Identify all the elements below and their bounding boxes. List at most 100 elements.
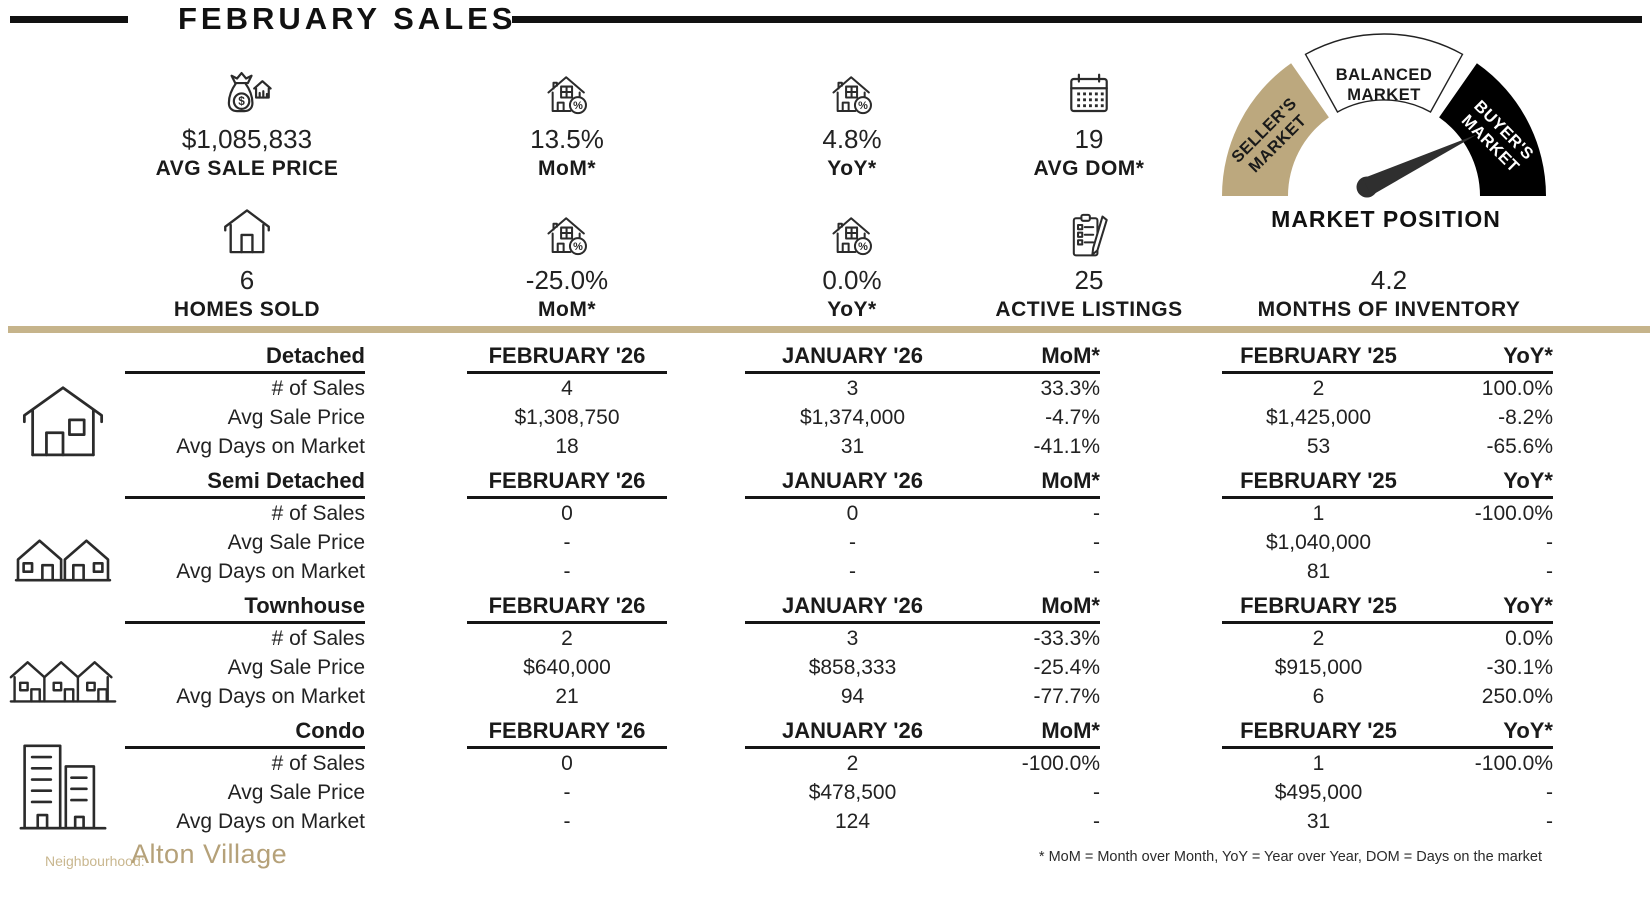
stat-value: -25.0% bbox=[525, 265, 609, 295]
property-type-name: Townhouse bbox=[125, 591, 365, 624]
section-townhouse: Townhouse FEBRUARY '26 JANUARY '26 MoM* … bbox=[0, 591, 1553, 711]
section-detached: Detached FEBRUARY '26 JANUARY '26 MoM* F… bbox=[0, 341, 1553, 461]
table-cell: 18 bbox=[555, 435, 579, 458]
table-cell: 2 bbox=[1312, 627, 1325, 650]
house-percent-icon: % bbox=[825, 62, 879, 122]
buyers-market-segment bbox=[1439, 63, 1546, 196]
table-cell: - bbox=[563, 810, 571, 833]
stat-value: $1,085,833 bbox=[181, 124, 313, 154]
table-cell: -100.0% bbox=[1021, 752, 1100, 775]
table-cell: 0.0% bbox=[1505, 627, 1553, 650]
table-cell: 81 bbox=[1306, 560, 1331, 583]
stat-value: 4.8% bbox=[822, 124, 882, 154]
column-header-feb26: FEBRUARY '26 bbox=[467, 716, 667, 749]
column-header-feb26: FEBRUARY '26 bbox=[467, 591, 667, 624]
market-position-gauge: SELLER'S MARKET BALANCED MARKET BUYER'S … bbox=[1222, 33, 1546, 198]
table-cell: $1,040,000 bbox=[1265, 531, 1372, 554]
row-label: Avg Days on Market bbox=[176, 435, 365, 458]
column-header-yoy: YoY* bbox=[1415, 466, 1553, 499]
stat-value: 25 bbox=[1074, 265, 1104, 295]
stat-label: YoY* bbox=[827, 298, 877, 321]
table-cell: 100.0% bbox=[1481, 377, 1553, 400]
column-header-mom: MoM* bbox=[960, 466, 1100, 499]
semi-detached-house-icon bbox=[0, 466, 125, 586]
table-cell: - bbox=[1093, 531, 1100, 554]
row-label: # of Sales bbox=[271, 502, 365, 525]
table-cell: -100.0% bbox=[1474, 752, 1553, 775]
stat-value: 13.5% bbox=[530, 124, 604, 154]
page-title: FEBRUARY SALES bbox=[178, 1, 517, 36]
balanced-market-segment bbox=[1304, 33, 1464, 113]
stat-label: MoM* bbox=[538, 157, 596, 180]
column-header-mom: MoM* bbox=[960, 341, 1100, 374]
table-cell: 31 bbox=[840, 435, 865, 458]
house-percent-icon: % bbox=[540, 203, 594, 263]
table-cell: -65.6% bbox=[1486, 435, 1553, 458]
house-percent-icon: % bbox=[540, 62, 594, 122]
table-cell: - bbox=[1093, 560, 1100, 583]
table-cell: -33.3% bbox=[1033, 627, 1100, 650]
table-cell: 3 bbox=[846, 627, 859, 650]
column-header-feb25: FEBRUARY '25 bbox=[1222, 716, 1415, 749]
row-label: Avg Days on Market bbox=[176, 560, 365, 583]
money-bag-house-icon: $ bbox=[218, 62, 276, 122]
table-cell: - bbox=[1546, 531, 1553, 554]
row-label: Avg Sale Price bbox=[227, 781, 365, 804]
table-cell: 250.0% bbox=[1481, 685, 1553, 708]
svg-text:$: $ bbox=[238, 95, 245, 108]
svg-text:%: % bbox=[573, 100, 583, 112]
table-cell: $858,333 bbox=[808, 656, 897, 679]
stat-value: 19 bbox=[1074, 124, 1104, 154]
title-rule-left bbox=[10, 16, 128, 23]
table-cell: 0 bbox=[846, 502, 859, 525]
table-cell: - bbox=[563, 560, 571, 583]
table-cell: - bbox=[849, 560, 856, 583]
stat-mom: % -25.0% MoM* bbox=[407, 203, 727, 322]
row-label: # of Sales bbox=[271, 377, 365, 400]
table-cell: $1,308,750 bbox=[514, 406, 620, 429]
table-cell: $640,000 bbox=[523, 656, 611, 679]
clipboard-pencil-icon bbox=[1062, 203, 1116, 263]
column-header-feb25: FEBRUARY '25 bbox=[1222, 591, 1415, 624]
column-header-yoy: YoY* bbox=[1415, 591, 1553, 624]
table-cell: 1 bbox=[1312, 502, 1325, 525]
table-cell: - bbox=[1093, 781, 1100, 804]
section-semi-detached: Semi Detached FEBRUARY '26 JANUARY '26 M… bbox=[0, 466, 1553, 586]
property-type-name: Condo bbox=[125, 716, 365, 749]
table-cell: -8.2% bbox=[1498, 406, 1553, 429]
gauge-needle bbox=[1356, 134, 1478, 198]
column-header-jan26: JANUARY '26 bbox=[745, 716, 960, 749]
table-cell: 6 bbox=[1312, 685, 1325, 708]
row-label: # of Sales bbox=[271, 752, 365, 775]
stat-value: 0.0% bbox=[822, 265, 882, 295]
svg-text:%: % bbox=[858, 241, 868, 253]
column-header-feb26: FEBRUARY '26 bbox=[467, 341, 667, 374]
column-header-mom: MoM* bbox=[960, 716, 1100, 749]
stat-yoy: % 0.0% YoY* bbox=[692, 203, 1012, 322]
svg-text:%: % bbox=[573, 241, 583, 253]
table-cell: 53 bbox=[1306, 435, 1331, 458]
table-cell: 2 bbox=[846, 752, 859, 775]
property-type-name: Semi Detached bbox=[125, 466, 365, 499]
column-header-jan26: JANUARY '26 bbox=[745, 591, 960, 624]
table-cell: -25.4% bbox=[1033, 656, 1100, 679]
sellers-market-segment bbox=[1222, 63, 1329, 196]
stat-label: YoY* bbox=[827, 157, 877, 180]
section-condo: Condo FEBRUARY '26 JANUARY '26 MoM* FEBR… bbox=[0, 716, 1553, 836]
title-rule-right bbox=[512, 16, 1642, 23]
table-cell: 0 bbox=[561, 502, 573, 525]
stat-label: MONTHS OF INVENTORY bbox=[1257, 298, 1521, 321]
row-label: Avg Days on Market bbox=[176, 685, 365, 708]
column-header-mom: MoM* bbox=[960, 591, 1100, 624]
svg-text:%: % bbox=[858, 100, 868, 112]
townhouse-icon bbox=[0, 591, 125, 711]
table-cell: 3 bbox=[846, 377, 859, 400]
table-cell: -30.1% bbox=[1486, 656, 1553, 679]
table-cell: 4 bbox=[561, 377, 573, 400]
table-cell: 21 bbox=[555, 685, 579, 708]
stat-value: 4.2 bbox=[1370, 265, 1408, 295]
property-type-table: Detached FEBRUARY '26 JANUARY '26 MoM* F… bbox=[0, 341, 1553, 841]
stat-yoy: % 4.8% YoY* bbox=[692, 62, 1012, 181]
table-cell: - bbox=[563, 781, 571, 804]
table-cell: - bbox=[1093, 810, 1100, 833]
